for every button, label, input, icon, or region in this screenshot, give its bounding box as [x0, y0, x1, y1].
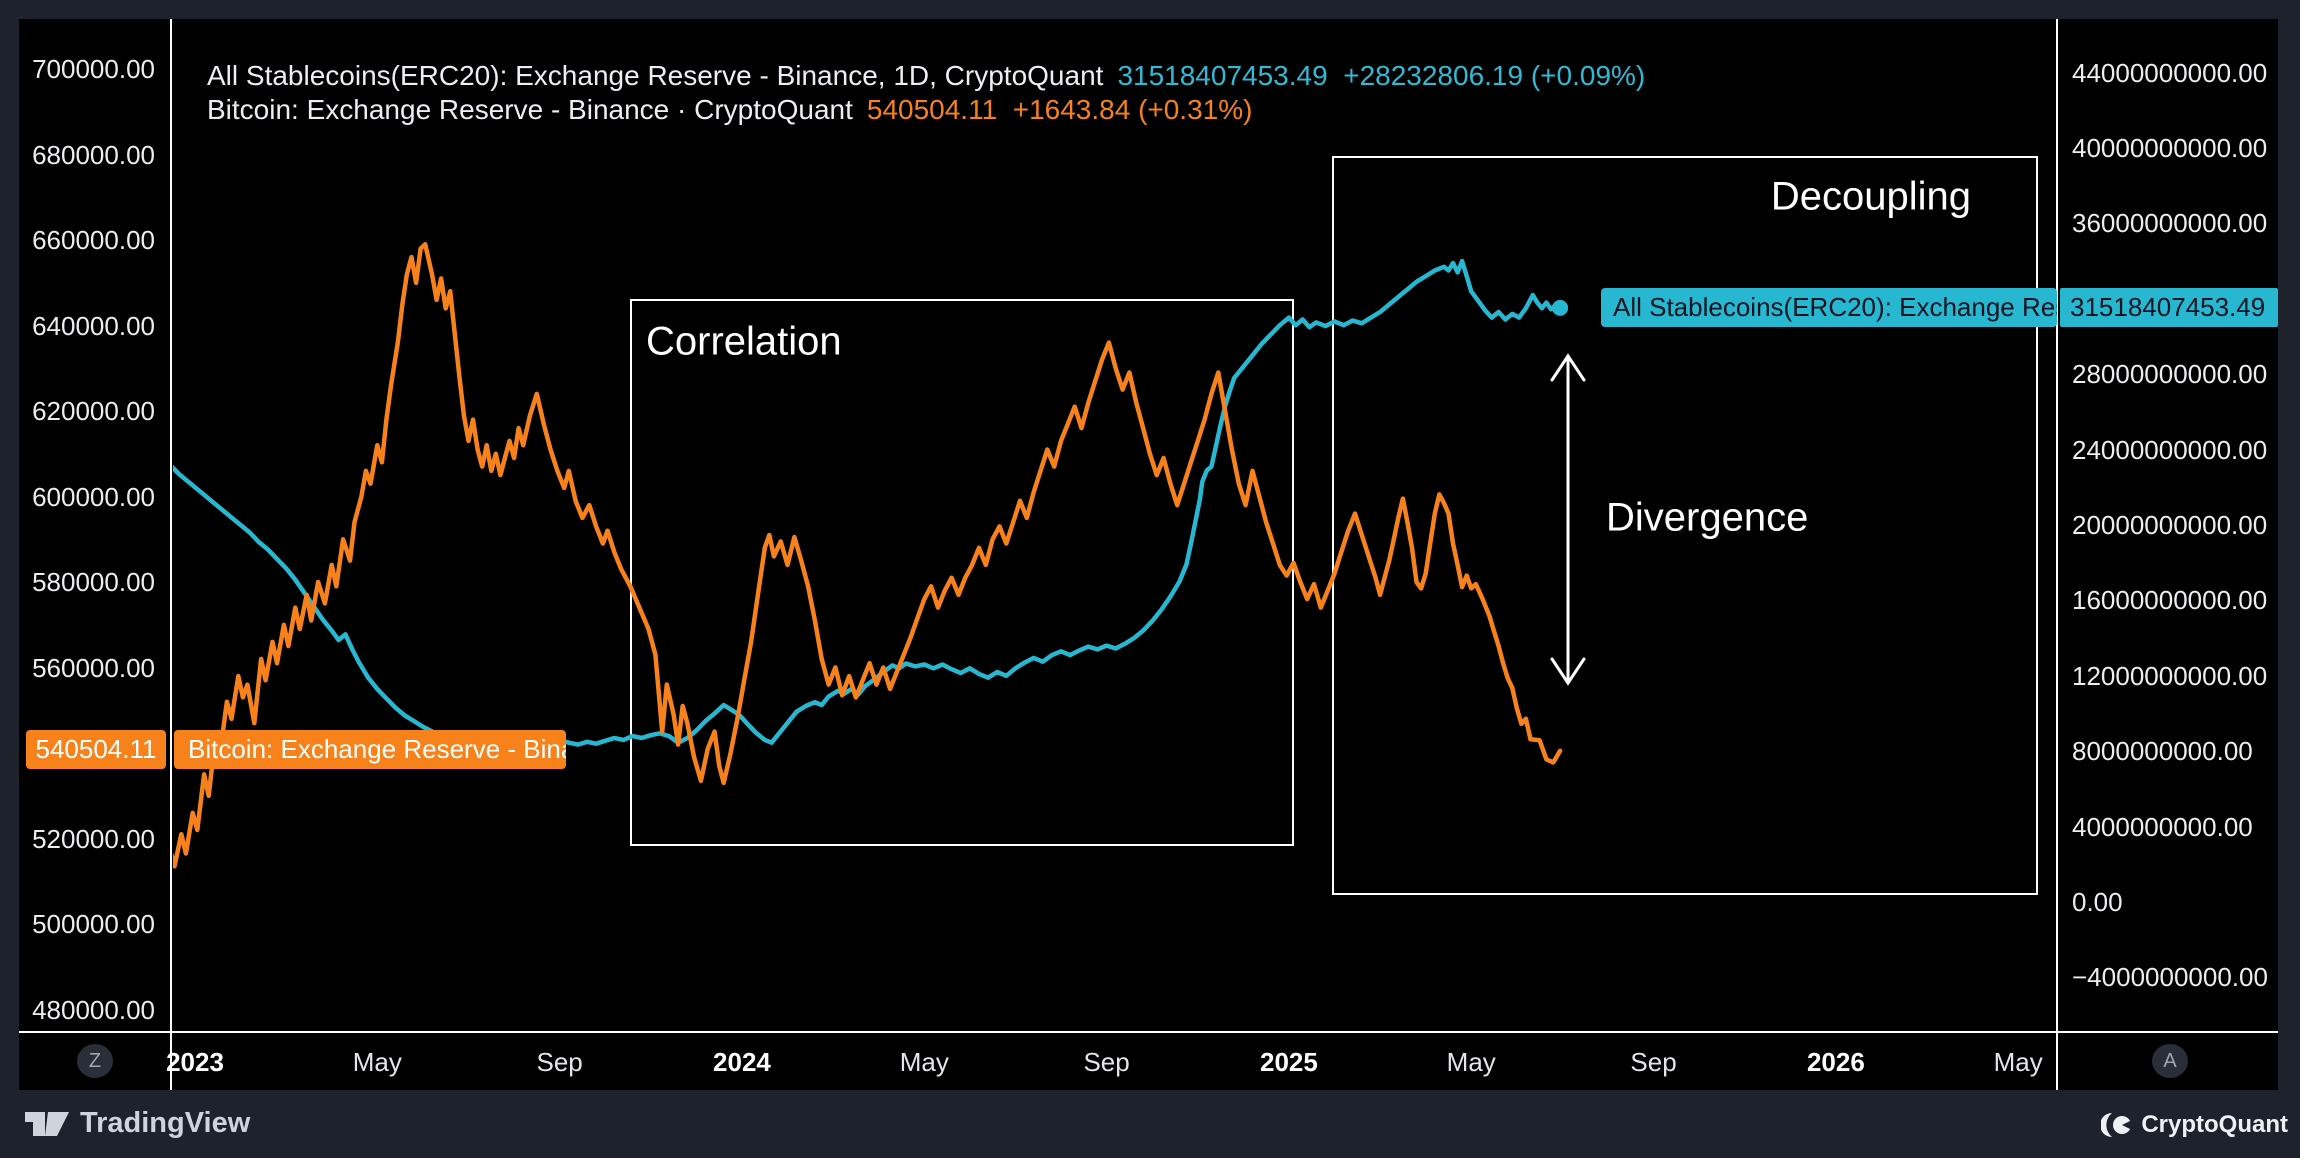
chart-canvas[interactable]: All Stablecoins(ERC20): Exchange Reserve… — [19, 19, 2278, 1090]
time-axis-tick: 2026 — [1806, 1047, 1865, 1077]
left-axis-tick: 660000.00 — [32, 225, 155, 255]
legend-title-stablecoin: All Stablecoins(ERC20): Exchange Reserve… — [207, 60, 1104, 91]
left-axis-tick: 520000.00 — [32, 823, 155, 854]
right-axis-tick: 20000000000.00 — [2072, 510, 2268, 540]
correlation-label: Correlation — [646, 319, 842, 364]
cryptoquant-logo: CryptoQuant — [2101, 1110, 2288, 1140]
divergence-label: Divergence — [1606, 495, 1809, 540]
footer-bar: TradingView CryptoQuant — [0, 1090, 2300, 1158]
left-axis-tick: 700000.00 — [32, 54, 155, 84]
left-axis-tick: 480000.00 — [32, 994, 155, 1025]
right-axis-tick: 16000000000.00 — [2072, 585, 2268, 616]
time-axis-tick: May — [899, 1047, 949, 1077]
time-scale-border — [19, 1031, 2278, 1033]
time-axis-tick: 2024 — [713, 1047, 771, 1077]
time-axis-tick: 2025 — [1259, 1047, 1318, 1077]
legend-change-stablecoin: +28232806.19 (+0.09%) — [1343, 60, 1646, 91]
time-axis-tick: May — [1993, 1047, 2043, 1077]
legend-value-bitcoin: 540504.11 — [866, 94, 998, 125]
correlation-drawing-box[interactable] — [630, 299, 1294, 846]
legend-row-stablecoin[interactable]: All Stablecoins(ERC20): Exchange Reserve… — [207, 59, 1645, 93]
left-scale-mode-button[interactable]: Z — [77, 1044, 113, 1078]
left-axis-tick: 500000.00 — [32, 909, 155, 939]
right-axis-tick: −4000000000.00 — [2072, 962, 2268, 993]
legend-row-bitcoin[interactable]: Bitcoin: Exchange Reserve - Binance · Cr… — [207, 93, 1645, 127]
right-axis-tick: 0.00 — [2072, 887, 2123, 917]
right-axis-tick: 4000000000.00 — [2072, 811, 2253, 842]
cryptoquant-logo-text: CryptoQuant — [2141, 1111, 2288, 1138]
left-axis-tick: 620000.00 — [32, 396, 155, 426]
time-axis-tick: May — [352, 1047, 402, 1077]
cryptoquant-logo-icon — [2101, 1113, 2134, 1137]
right-axis-tick: 24000000000.00 — [2072, 434, 2268, 465]
left-axis-tick: 680000.00 — [32, 139, 155, 170]
decoupling-drawing-box[interactable] — [1332, 156, 2038, 895]
right-scale-mode-button[interactable]: A — [2152, 1044, 2188, 1078]
left-axis-tick: 580000.00 — [32, 567, 155, 597]
right-axis-tick: 36000000000.00 — [2072, 208, 2268, 239]
right-price-scale-border — [2056, 19, 2058, 1090]
bitcoin-series-label: Bitcoin: Exchange Reserve - Binance — [174, 730, 566, 769]
time-axis-tick: May — [1446, 1047, 1496, 1077]
tradingview-logo-icon — [25, 1112, 69, 1136]
left-axis-tick: 560000.00 — [32, 652, 155, 683]
right-axis-tick: 28000000000.00 — [2072, 359, 2268, 390]
legend-change-bitcoin: +1643.84 (+0.31%) — [1012, 94, 1253, 125]
time-axis-tick: Sep — [1083, 1047, 1130, 1077]
legend: All Stablecoins(ERC20): Exchange Reserve… — [207, 59, 1645, 127]
stablecoin-series-label: All Stablecoins(ERC20): Exchange Rese... — [1601, 288, 2057, 327]
legend-value-stablecoin: 31518407453.49 — [1117, 60, 1328, 91]
tradingview-logo[interactable]: TradingView — [24, 1106, 250, 1140]
bitcoin-series-line[interactable] — [170, 242, 1563, 869]
decoupling-label: Decoupling — [1770, 174, 1971, 219]
bitcoin-price-tag: 540504.11 — [26, 730, 166, 769]
time-axis-tick: Sep — [536, 1047, 583, 1077]
right-axis-tick: 8000000000.00 — [2072, 736, 2253, 767]
stablecoin-price-tag: 31518407453.49 — [2060, 288, 2278, 327]
left-axis-tick: 600000.00 — [32, 481, 155, 512]
time-axis-tick: 2023 — [166, 1047, 224, 1077]
tradingview-logo-text: TradingView — [80, 1106, 251, 1139]
right-axis-tick: 12000000000.00 — [2072, 660, 2268, 691]
legend-title-bitcoin: Bitcoin: Exchange Reserve - Binance · Cr… — [207, 94, 853, 125]
stablecoin-series-line[interactable] — [170, 258, 1563, 747]
right-axis-tick: 40000000000.00 — [2072, 133, 2268, 163]
left-axis-tick: 640000.00 — [32, 310, 155, 341]
time-axis-tick: Sep — [1630, 1047, 1677, 1077]
left-price-scale-border — [170, 19, 172, 1090]
right-axis-tick: 44000000000.00 — [2072, 57, 2268, 88]
